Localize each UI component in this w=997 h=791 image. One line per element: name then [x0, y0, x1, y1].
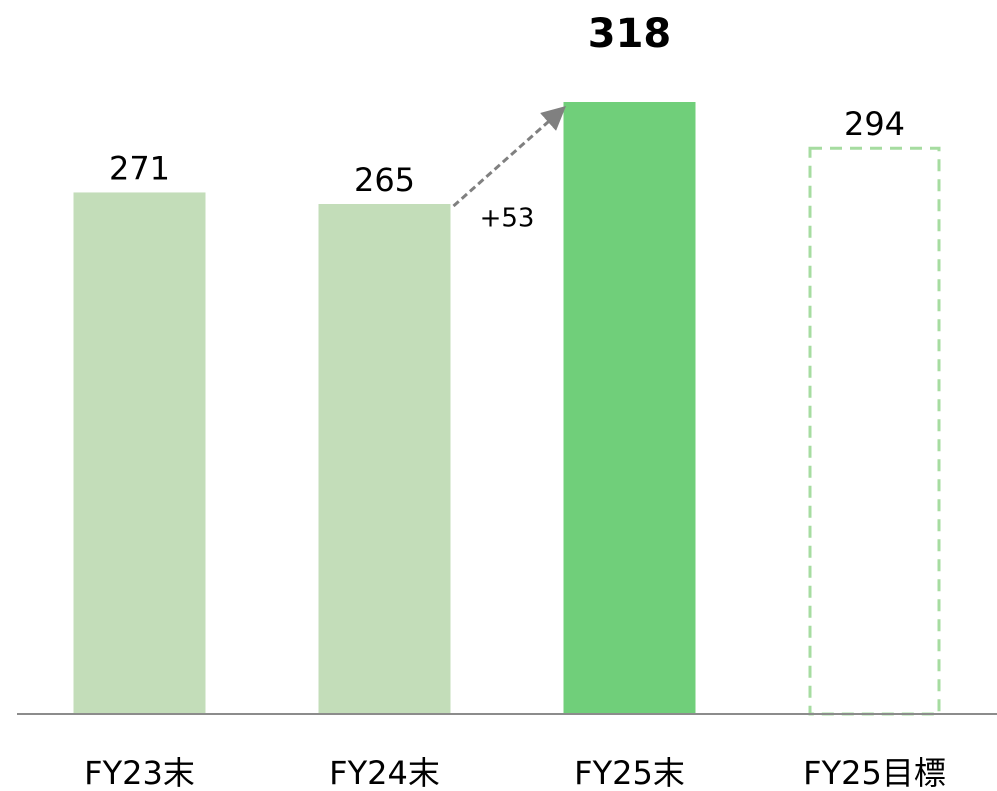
- annotation: +53: [480, 204, 535, 234]
- value-label: 265: [354, 161, 415, 199]
- value-label: 294: [844, 105, 905, 143]
- bar: [73, 192, 206, 715]
- bar: [318, 204, 451, 714]
- arrow: [452, 106, 566, 208]
- value-label: 271: [109, 149, 170, 187]
- bar: [563, 102, 696, 714]
- bar: [808, 146, 941, 716]
- value-label: 318: [588, 11, 672, 57]
- x-tick-label: FY25末: [574, 754, 685, 791]
- x-tick-label: FY23末: [84, 754, 195, 791]
- x-tick-label: FY24末: [329, 754, 440, 791]
- x-tick-label: FY25目標: [803, 754, 946, 791]
